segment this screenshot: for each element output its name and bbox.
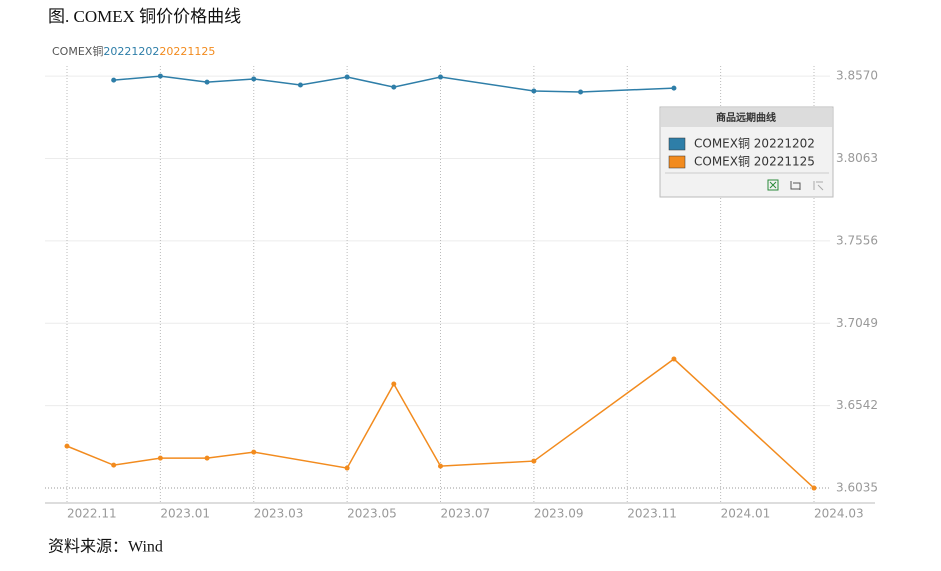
legend-label: COMEX铜 20221125 bbox=[694, 154, 815, 169]
data-point bbox=[391, 84, 397, 90]
export-icon[interactable] bbox=[769, 181, 777, 189]
plot-area: 3.6035 3.6542 3.7049 3.7556 3.8063 3.8570 2022… bbox=[45, 66, 878, 521]
data-point bbox=[811, 485, 817, 491]
x-tick-label: 2024.03 bbox=[814, 507, 864, 521]
zoom-icon[interactable] bbox=[813, 181, 824, 191]
y-tick-label: 3.6542 bbox=[836, 398, 878, 412]
data-point bbox=[531, 458, 537, 464]
x-tick-label: 2024.01 bbox=[721, 507, 771, 521]
legend-swatch bbox=[668, 155, 686, 169]
x-tick-label: 2022.11 bbox=[67, 507, 117, 521]
data-point bbox=[204, 455, 210, 461]
data-point bbox=[438, 463, 443, 469]
export-icon[interactable] bbox=[767, 179, 779, 191]
series-header: COMEX铜2022120220221125 bbox=[52, 44, 215, 58]
y-tick-label: 3.6035 bbox=[836, 481, 878, 495]
legend-swatch bbox=[668, 137, 686, 151]
x-tick-label: 2023.07 bbox=[441, 507, 491, 521]
data-point bbox=[157, 455, 163, 461]
data-point bbox=[671, 85, 677, 91]
data-point bbox=[344, 465, 350, 471]
data-point bbox=[204, 79, 210, 85]
header-date: 20221125 bbox=[159, 45, 215, 58]
data-point bbox=[344, 74, 350, 80]
y-tick-label: 3.8063 bbox=[836, 151, 878, 165]
legend: 商品远期曲线 COMEX铜 20221202 COMEX铜 20221125 bbox=[659, 106, 834, 198]
x-tick-label: 2023.11 bbox=[627, 507, 677, 521]
data-point bbox=[671, 356, 677, 362]
x-tick-label: 2023.09 bbox=[534, 507, 584, 521]
data-point bbox=[64, 443, 70, 449]
y-tick-label: 3.7556 bbox=[836, 233, 878, 247]
data-point bbox=[438, 74, 443, 80]
y-tick-label: 3.8570 bbox=[836, 69, 878, 83]
data-point bbox=[297, 82, 303, 88]
x-tick-label: 2023.03 bbox=[254, 507, 304, 521]
data-point bbox=[111, 77, 117, 83]
legend-label: COMEX铜 20221202 bbox=[694, 136, 815, 151]
data-point bbox=[578, 89, 584, 95]
header-date: 20221202 bbox=[103, 45, 159, 58]
data-point bbox=[157, 73, 163, 79]
source: 资料来源：Wind bbox=[48, 538, 163, 556]
x-tick-label: 2023.01 bbox=[160, 507, 210, 521]
data-point bbox=[111, 462, 117, 468]
x-tick-label: 2023.05 bbox=[347, 507, 397, 521]
data-point bbox=[391, 381, 397, 387]
legend-header bbox=[661, 108, 832, 127]
legend-title: 商品远期曲线 bbox=[716, 111, 776, 124]
crop-icon[interactable] bbox=[790, 181, 801, 190]
chart-title: 图. COMEX 铜价价格曲线 bbox=[48, 7, 241, 26]
data-point bbox=[251, 449, 257, 455]
data-point bbox=[251, 76, 257, 82]
header-prefix: COMEX铜 bbox=[52, 44, 103, 58]
data-point bbox=[531, 88, 537, 94]
y-tick-label: 3.7049 bbox=[836, 316, 878, 330]
